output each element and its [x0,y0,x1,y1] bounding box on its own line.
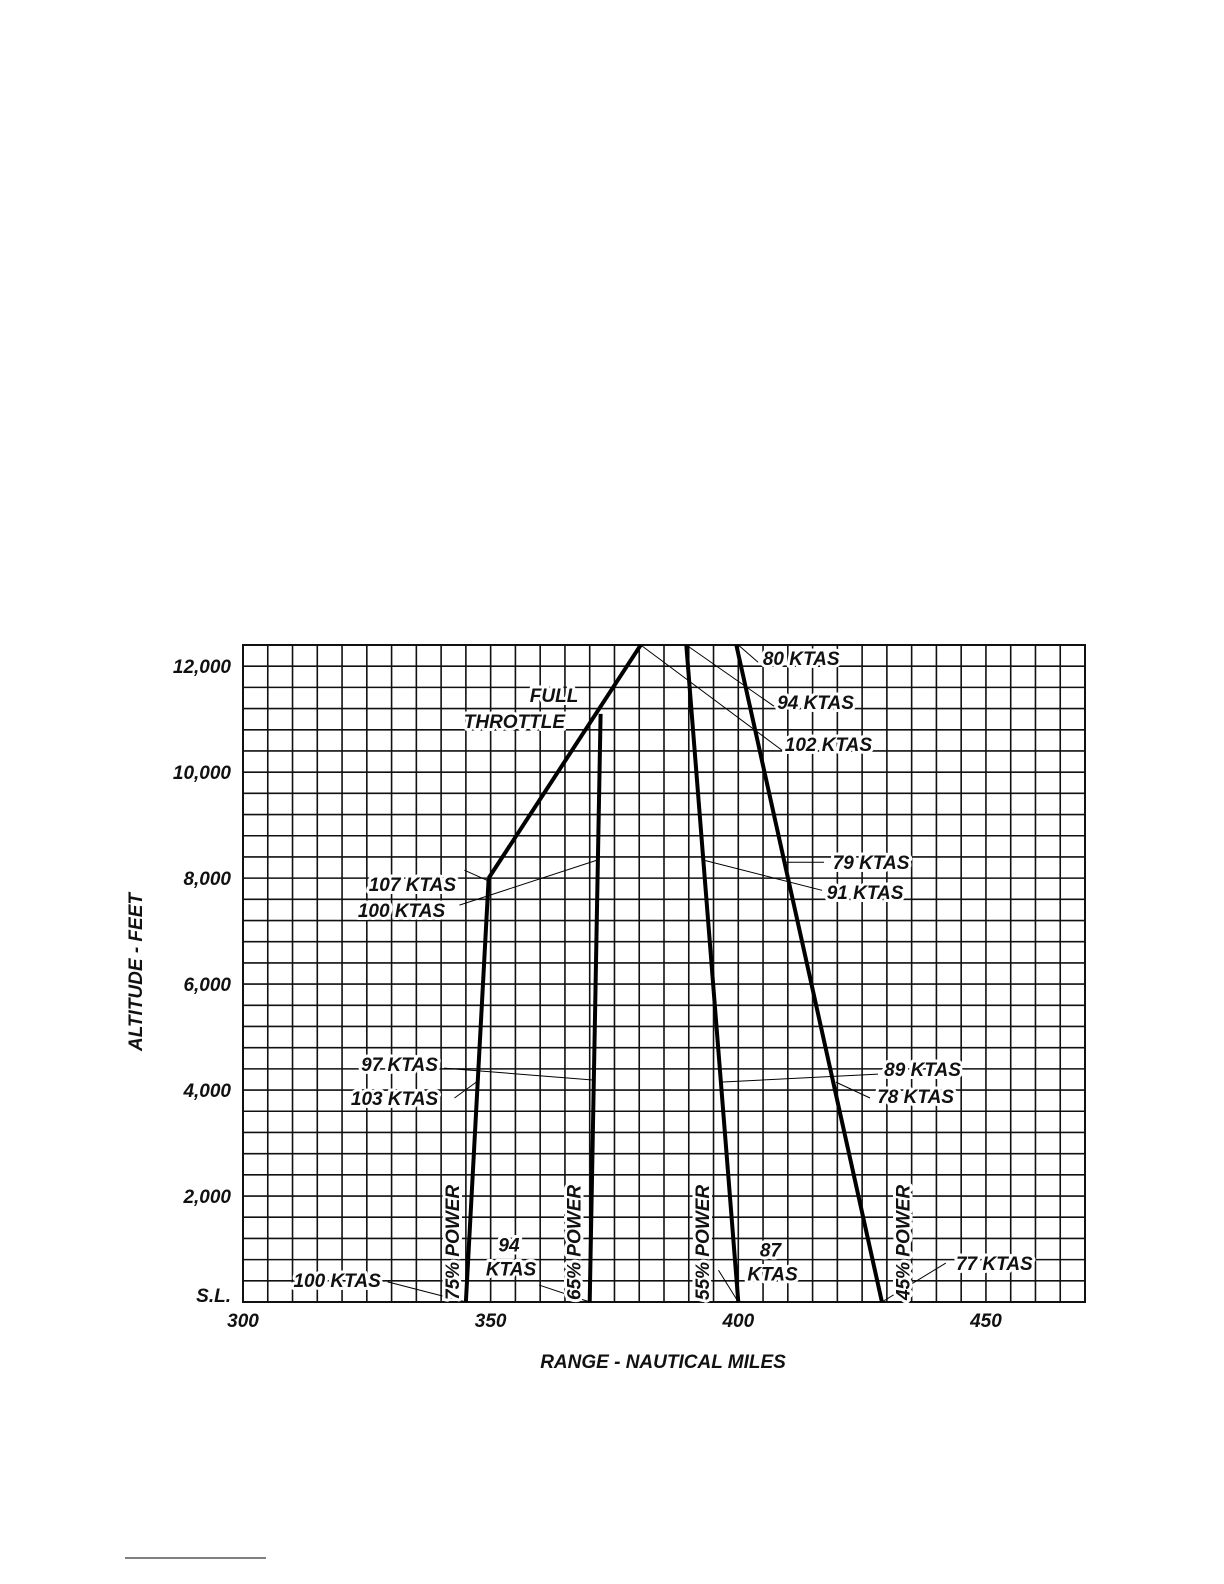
speed-annotation: 97 KTAS [361,1055,438,1076]
speed-annotation-unit: KTAS [486,1259,537,1280]
leader-line [539,1284,590,1303]
plot-border [242,644,1086,1303]
speed-annotation: 91 KTAS [827,883,904,904]
series-line-75-power [463,878,491,1303]
leader-line [718,1269,739,1303]
speed-annotation: 78 KTAS [877,1087,954,1108]
series-line-65-power [587,713,603,1303]
y-tick-label: 12,000 [173,657,232,678]
series-label: 45% POWER [894,1185,915,1301]
axis-ticks: 300 350 400 450 S.L. 2,000 4,000 6,000 8,000 10,0… [173,657,1002,1332]
speed-annotation: 100 KTAS [358,901,446,922]
leader-line [737,644,759,663]
series-label: 75% POWER [443,1185,464,1300]
x-tick-label: 350 [475,1311,507,1332]
leader-line [387,1281,467,1303]
y-tick-label: 4,000 [182,1081,231,1102]
speed-annotation: 79 KTAS [833,853,910,874]
y-tick-label: 8,000 [183,869,231,890]
x-axis-title: RANGE - NAUTICAL MILES [540,1352,786,1373]
speed-annotation: 89 KTAS [884,1060,961,1081]
speed-annotation: 107 KTAS [369,875,457,896]
speed-annotation: 87 [760,1241,783,1262]
x-tick-label: 400 [721,1311,754,1332]
full-throttle-label: FULL [530,686,579,707]
leader-lines [387,644,947,1303]
speed-annotation: 103 KTAS [351,1089,439,1110]
series-line-45-power [734,644,884,1303]
speed-annotation-unit: KTAS [747,1265,798,1286]
leader-line [720,1073,878,1083]
series-line-55-power [684,644,741,1303]
leader-line [640,644,785,753]
leader-line [454,1081,477,1099]
speed-annotation: 94 [498,1235,520,1256]
grid [242,644,1086,1303]
leader-line [464,869,489,882]
full-throttle-label: THROTTLE [464,712,567,733]
speed-annotation: 100 KTAS [293,1271,381,1292]
series-label: 55% POWER [693,1185,714,1300]
speed-annotation: 80 KTAS [763,649,840,670]
series-line-full-throttle [486,643,643,880]
series-label: 65% POWER [564,1185,585,1300]
y-tick-label: 10,000 [173,763,232,784]
x-tick-label: 450 [969,1311,1002,1332]
leader-line [444,1067,593,1081]
leader-line [881,1262,947,1303]
leader-line [703,859,823,891]
annotations: 75% POWER 65% POWER 55% POWER 45% POWER FULL… [290,646,1036,1304]
leader-line [835,1081,871,1099]
leader-line [686,644,775,707]
speed-annotation: 102 KTAS [785,735,873,756]
speed-annotation: 94 KTAS [777,693,854,714]
speed-annotation: 77 KTAS [956,1254,1033,1275]
y-tick-label: 6,000 [183,975,231,996]
y-tick-label: S.L. [196,1286,231,1307]
leader-line [459,859,598,906]
power-curves [463,643,884,1303]
x-tick-label: 300 [227,1311,259,1332]
y-axis-title: ALTITUDE - FEET [126,892,147,1052]
y-tick-label: 2,000 [182,1187,231,1208]
